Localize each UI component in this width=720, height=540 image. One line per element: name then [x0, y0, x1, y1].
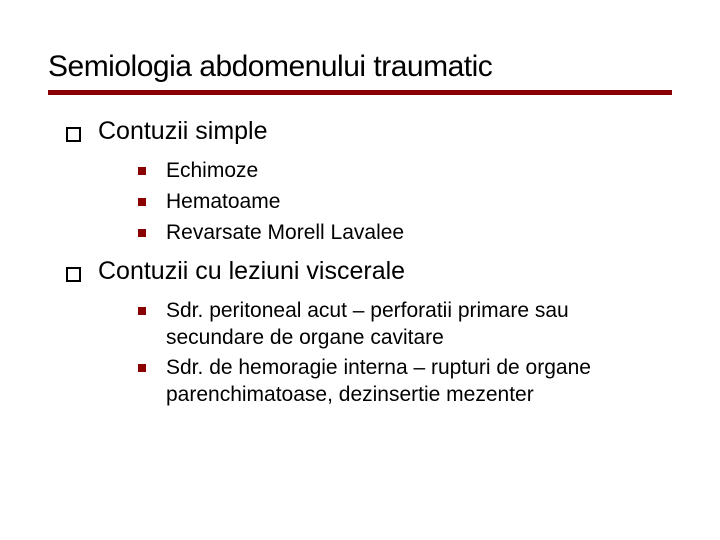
list-item: Sdr. de hemoragie interna – rupturi de o… [138, 355, 672, 409]
item-text: Sdr. peritoneal acut – perforatii primar… [166, 299, 569, 349]
item-text: Hematoame [166, 190, 280, 213]
section-contuzii-viscerale: Contuzii cu leziuni viscerale Sdr. perit… [66, 257, 672, 410]
outline-level2: Echimoze Hematoame Revarsate Morell Lava… [138, 158, 672, 247]
outline-level2: Sdr. peritoneal acut – perforatii primar… [138, 298, 672, 410]
list-item: Hematoame [138, 189, 672, 216]
item-text: Sdr. de hemoragie interna – rupturi de o… [166, 356, 591, 406]
slide-title: Semiologia abdomenului traumatic [48, 50, 672, 84]
list-item: Sdr. peritoneal acut – perforatii primar… [138, 298, 672, 352]
list-item: Echimoze [138, 158, 672, 185]
item-text: Revarsate Morell Lavalee [166, 221, 404, 244]
outline-level1: Contuzii simple Echimoze Hematoame Revar… [66, 117, 672, 409]
item-text: Echimoze [166, 159, 258, 182]
section-contuzii-simple: Contuzii simple Echimoze Hematoame Revar… [66, 117, 672, 247]
section-label: Contuzii cu leziuni viscerale [98, 257, 405, 286]
list-item: Revarsate Morell Lavalee [138, 220, 672, 247]
title-underline [48, 90, 672, 95]
section-label: Contuzii simple [98, 117, 268, 146]
